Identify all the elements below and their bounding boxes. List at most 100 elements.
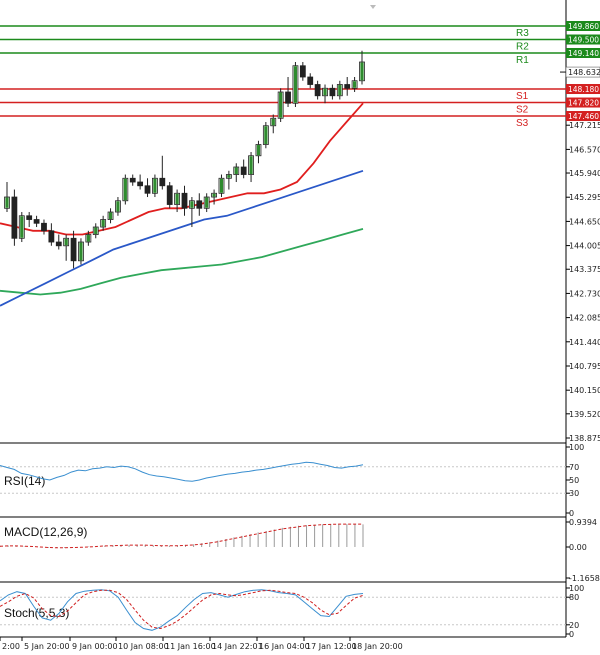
candle-bull-fill bbox=[264, 126, 268, 145]
time-axis-ticks: 2:00 5 Jan 20:00 9 Jan 00:00 10 Jan 08:0011… bbox=[0, 637, 403, 651]
price-tick-label: 143.375 bbox=[569, 265, 600, 274]
level-price-box bbox=[566, 34, 600, 45]
level-name-s2: S2 bbox=[516, 105, 529, 116]
stoch-k-line bbox=[0, 589, 364, 631]
price-tick-label: 139.520 bbox=[569, 410, 600, 419]
price-tick-label: 145.940 bbox=[569, 169, 600, 178]
level-name-s1: S1 bbox=[516, 91, 529, 102]
level-price-label: 147.460 bbox=[568, 112, 599, 121]
level-name-r1: R1 bbox=[516, 55, 529, 66]
time-tick-label: 11 Jan 16:00 bbox=[165, 642, 216, 651]
time-tick-label: 2:00 bbox=[2, 642, 20, 651]
candle-bull-fill bbox=[293, 66, 298, 103]
candle-bear bbox=[285, 91, 291, 104]
candle-bear bbox=[159, 177, 166, 187]
time-tick-label: 10 Jan 08:00 bbox=[118, 642, 169, 651]
candle-bull-fill bbox=[94, 227, 98, 235]
time-tick-label: 17 Jan 12:00 bbox=[306, 642, 357, 651]
scroll-marker-icon bbox=[370, 5, 376, 9]
price-tick-label: 142.730 bbox=[569, 289, 600, 298]
candle-bear bbox=[55, 241, 62, 247]
candle-bear bbox=[33, 219, 40, 224]
candle-bear bbox=[307, 76, 314, 85]
level-name-s3: S3 bbox=[516, 118, 529, 129]
candle-bear bbox=[181, 192, 188, 209]
candle-bull-fill bbox=[338, 85, 342, 96]
candle-bull-fill bbox=[5, 197, 9, 208]
candle-bear bbox=[48, 230, 55, 243]
rsi-tick-label: 30 bbox=[569, 489, 579, 498]
price-tick-label: 146.570 bbox=[569, 145, 600, 154]
macd-label: MACD(12,26,9) bbox=[4, 525, 87, 539]
candle-bull-fill bbox=[101, 220, 105, 227]
candle-bear bbox=[329, 87, 336, 97]
time-tick-label: 18 Jan 20:00 bbox=[352, 642, 403, 651]
candle-bull-fill bbox=[227, 175, 231, 178]
ma-mid-line bbox=[0, 169, 364, 307]
level-price-box bbox=[566, 97, 600, 108]
candle-bull-fill bbox=[64, 238, 68, 246]
rsi-tick-label: 100 bbox=[569, 443, 584, 452]
candle-bull-fill bbox=[353, 81, 357, 88]
candle-bull-fill bbox=[108, 212, 113, 220]
candle-bear bbox=[196, 200, 203, 209]
candle-bear bbox=[314, 84, 321, 97]
level-price-box bbox=[566, 84, 600, 95]
price-tick-label: 140.795 bbox=[569, 362, 600, 371]
candle-bull-fill bbox=[219, 178, 224, 193]
stoch-label: Stoch(5,5,3) bbox=[4, 606, 69, 620]
candle-bull-fill bbox=[234, 167, 238, 175]
stoch-tick-label: 20 bbox=[569, 621, 579, 630]
candlesticks bbox=[4, 50, 365, 269]
candle-bull-fill bbox=[86, 235, 90, 242]
price-tick-label: 144.005 bbox=[569, 242, 600, 251]
macd-tick-label: 0.00 bbox=[569, 543, 587, 552]
macd-tick-label: 0.9394 bbox=[569, 518, 597, 527]
level-name-r3: R3 bbox=[516, 28, 529, 39]
candle-bear bbox=[299, 65, 306, 78]
time-tick-label: 16 Jan 04:00 bbox=[259, 642, 310, 651]
level-price-box bbox=[566, 111, 600, 122]
stoch-tick-label: 100 bbox=[569, 584, 584, 593]
current-price-box bbox=[565, 66, 600, 78]
macd-tick-label: -1.1658 bbox=[569, 574, 600, 583]
candle-bull-fill bbox=[205, 197, 209, 208]
ma-fast-line bbox=[0, 102, 364, 236]
level-price-label: 149.140 bbox=[568, 49, 599, 58]
time-tick-label: 9 Jan 00:00 bbox=[72, 642, 118, 651]
candle-bull-fill bbox=[116, 201, 120, 212]
candle-bear bbox=[240, 166, 247, 175]
price-axis-ticks: 148.632 147.215 146.570 145.940 145.295 144.6… bbox=[566, 25, 600, 443]
candle-bear bbox=[344, 84, 351, 89]
rsi-tick-label: 70 bbox=[569, 463, 579, 472]
price-tick-label: 138.875 bbox=[569, 434, 600, 443]
level-price-boxes: 149.860 149.500 149.140 148.180 147.820 147.4… bbox=[560, 21, 600, 122]
stoch-d-line bbox=[0, 589, 364, 630]
candle-bull-fill bbox=[190, 201, 194, 208]
candle-bull-fill bbox=[123, 178, 127, 201]
candle-bull-fill bbox=[271, 118, 275, 126]
rsi-tick-label: 50 bbox=[569, 476, 579, 485]
candle-bear bbox=[144, 185, 151, 194]
level-price-label: 147.820 bbox=[568, 99, 599, 108]
candle-bear bbox=[41, 222, 47, 232]
candle-bull-fill bbox=[360, 62, 364, 81]
candle-bull-fill bbox=[153, 178, 157, 193]
candle-bear bbox=[26, 215, 33, 220]
candle-bull-fill bbox=[212, 193, 216, 197]
time-tick-label: 14 Jan 22:01 bbox=[212, 642, 263, 651]
level-price-label: 149.500 bbox=[568, 36, 599, 45]
stoch-tick-label: 80 bbox=[569, 593, 579, 602]
candle-bull-fill bbox=[279, 92, 283, 118]
macd-signal-line bbox=[0, 523, 363, 549]
price-tick-label: 147.215 bbox=[569, 121, 600, 130]
time-tick-label: 5 Jan 20:00 bbox=[24, 642, 70, 651]
rsi-line bbox=[0, 461, 364, 482]
candle-bull-fill bbox=[20, 216, 24, 238]
candle-bear bbox=[129, 177, 136, 183]
current-price-label: 148.632 bbox=[568, 68, 600, 77]
level-price-label: 148.180 bbox=[568, 85, 599, 94]
